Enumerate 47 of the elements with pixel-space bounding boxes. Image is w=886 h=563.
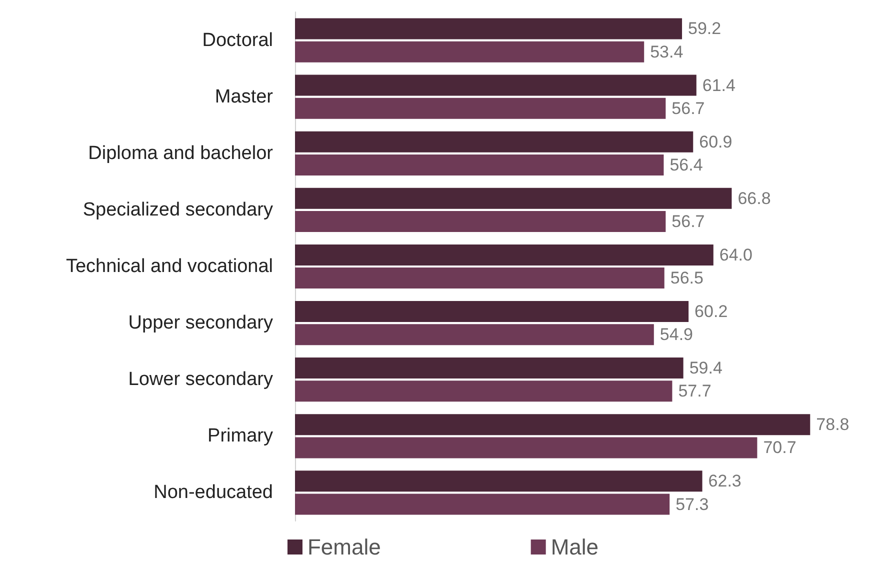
data-label: 60.9 xyxy=(699,132,732,152)
data-label: 59.2 xyxy=(688,19,722,38)
data-label: 59.4 xyxy=(689,358,722,378)
bar xyxy=(295,98,666,119)
bar xyxy=(295,437,758,458)
data-label: 61.4 xyxy=(702,76,736,95)
data-label: 56.5 xyxy=(670,268,704,288)
bar xyxy=(295,244,714,266)
data-label: 78.8 xyxy=(816,415,850,434)
bar xyxy=(295,41,644,62)
bar xyxy=(295,470,702,492)
legend-label: Female xyxy=(307,534,381,560)
data-label: 57.7 xyxy=(678,382,712,401)
bar xyxy=(295,301,689,322)
bar xyxy=(295,324,654,346)
y-tick-label: Lower secondary xyxy=(128,369,274,390)
y-tick-label: Doctoral xyxy=(202,30,273,51)
bar xyxy=(295,188,732,209)
y-tick-label: Diploma and bachelor xyxy=(88,142,274,164)
y-tick-label: Technical and vocational xyxy=(66,256,273,277)
legend-label: Male xyxy=(550,534,599,560)
bar xyxy=(295,494,670,515)
data-label: 62.3 xyxy=(708,472,742,491)
y-tick-label: Master xyxy=(214,86,274,108)
bar xyxy=(295,210,666,232)
data-label: 64.0 xyxy=(719,245,752,264)
y-tick-label: Primary xyxy=(208,426,274,447)
bar xyxy=(295,414,810,436)
data-label: 60.2 xyxy=(694,302,728,321)
bar xyxy=(295,380,672,402)
data-label: 66.8 xyxy=(738,188,771,208)
data-label: 70.7 xyxy=(763,438,796,458)
bar xyxy=(295,131,694,152)
data-label: 54.9 xyxy=(660,325,694,344)
bar xyxy=(295,74,696,96)
data-label: 53.4 xyxy=(650,42,684,62)
y-tick-label: Upper secondary xyxy=(128,312,274,334)
bar xyxy=(295,358,684,379)
y-tick-label: Non-educated xyxy=(154,482,273,504)
data-label: 56.4 xyxy=(670,155,703,174)
data-label: 56.7 xyxy=(672,98,705,118)
bar xyxy=(295,154,664,176)
bar xyxy=(295,18,682,40)
bar xyxy=(295,268,664,289)
data-label: 56.7 xyxy=(672,212,705,231)
data-label: 57.3 xyxy=(676,494,709,514)
y-tick-label: Specialized secondary xyxy=(82,199,274,220)
